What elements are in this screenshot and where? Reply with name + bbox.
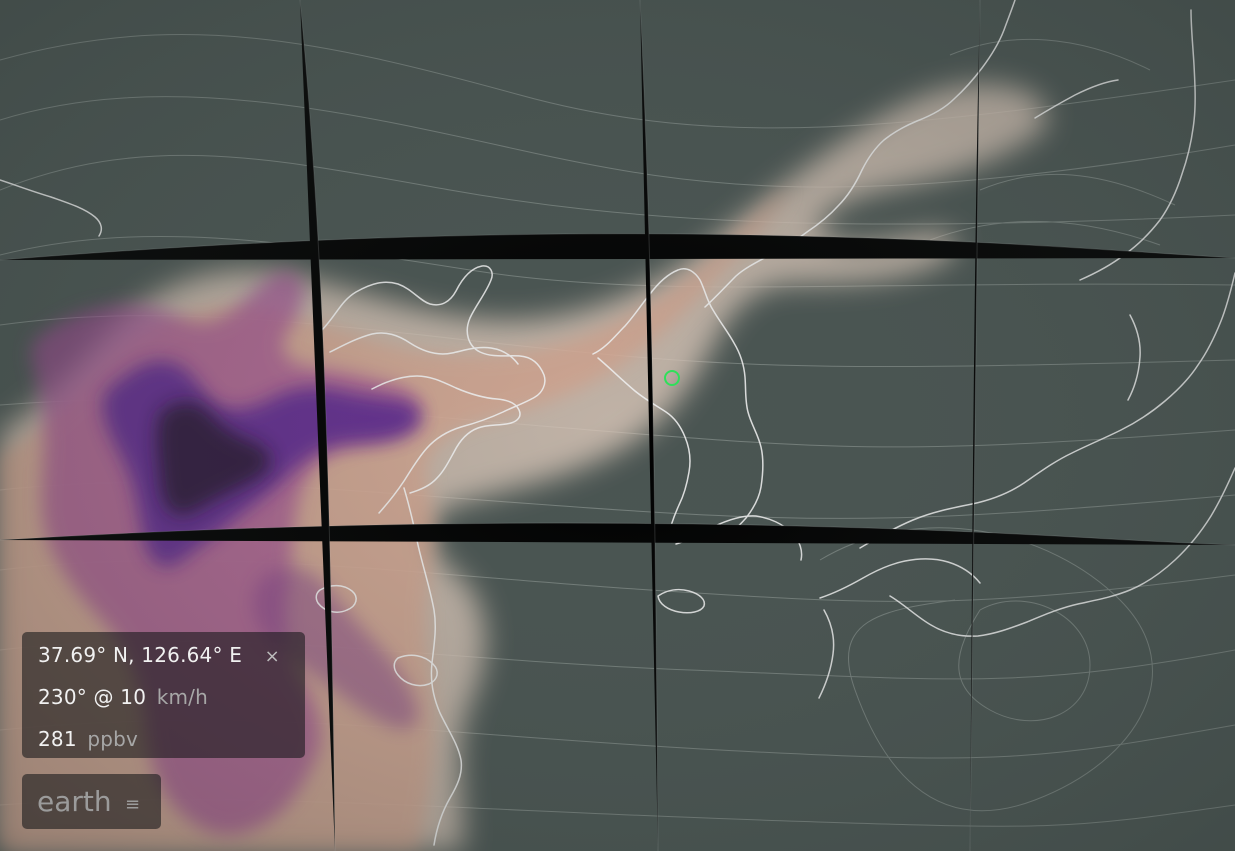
concentration-value: 281 [38, 727, 77, 751]
wind-row: 230° @ 10 km/h [38, 683, 208, 711]
wind-unit[interactable]: km/h [156, 685, 208, 709]
close-icon[interactable]: × [264, 646, 280, 667]
coordinates-text: 37.69° N, 126.64° E [38, 643, 243, 667]
location-ring-icon[interactable] [664, 370, 680, 386]
menu-icon: ≡ [125, 794, 141, 815]
earth-menu-button[interactable]: earth ≡ [22, 774, 161, 829]
coordinates-row: 37.69° N, 126.64° E × [38, 641, 280, 669]
wind-value: 230° @ 10 [38, 685, 147, 709]
menu-label: earth [37, 785, 112, 818]
concentration-row: 281 ppbv [38, 725, 138, 753]
concentration-unit[interactable]: ppbv [87, 727, 139, 751]
location-info-panel: 37.69° N, 126.64° E × 230° @ 10 km/h 281… [22, 632, 305, 758]
